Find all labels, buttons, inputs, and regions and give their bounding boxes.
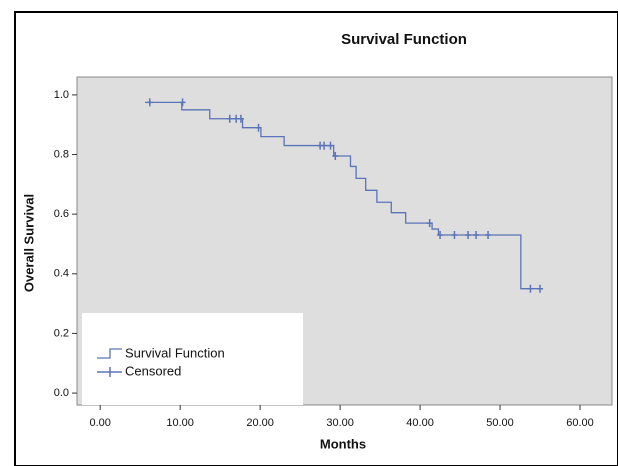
censor-mark bbox=[527, 284, 534, 293]
censor-mark bbox=[537, 284, 544, 293]
survival-line bbox=[144, 101, 543, 290]
x-axis-label: Months bbox=[320, 436, 366, 451]
censor-mark bbox=[485, 231, 492, 240]
censor-mark bbox=[332, 152, 339, 161]
x-tick-label: 50.00 bbox=[486, 417, 514, 429]
y-tick-label: 0.8 bbox=[54, 148, 69, 160]
y-axis-label: Overall Survival bbox=[21, 194, 36, 292]
censor-mark bbox=[146, 98, 153, 107]
censor-mark bbox=[179, 98, 186, 107]
chart-title: Survival Function bbox=[341, 31, 467, 48]
x-tick-label: 10.00 bbox=[166, 417, 194, 429]
x-tick-label: 0.00 bbox=[89, 417, 110, 429]
censor-mark bbox=[226, 114, 233, 123]
legend-symbol bbox=[97, 348, 122, 359]
x-tick-label: 30.00 bbox=[326, 417, 354, 429]
censor-mark bbox=[473, 231, 480, 240]
y-tick-label: 0.6 bbox=[54, 208, 69, 220]
legend bbox=[82, 313, 303, 405]
y-tick-label: 1.0 bbox=[54, 89, 69, 101]
y-tick-label: 0.4 bbox=[54, 268, 69, 280]
x-tick-label: 40.00 bbox=[406, 417, 434, 429]
censor-mark bbox=[437, 231, 444, 240]
legend-label: Censored bbox=[125, 363, 181, 378]
y-tick-label: 0.0 bbox=[54, 387, 69, 399]
y-tick-label: 0.2 bbox=[54, 327, 69, 339]
censor-mark bbox=[465, 231, 472, 240]
legend-symbol bbox=[97, 367, 122, 377]
censor-mark bbox=[451, 231, 458, 240]
x-tick-label: 20.00 bbox=[246, 417, 274, 429]
censor-mark bbox=[426, 219, 433, 228]
censor-mark bbox=[327, 141, 334, 150]
x-tick-label: 60.00 bbox=[566, 417, 594, 429]
legend-label: Survival Function bbox=[125, 345, 225, 360]
censor-mark bbox=[321, 141, 328, 150]
censor-mark bbox=[237, 114, 244, 123]
censor-mark bbox=[255, 123, 262, 132]
